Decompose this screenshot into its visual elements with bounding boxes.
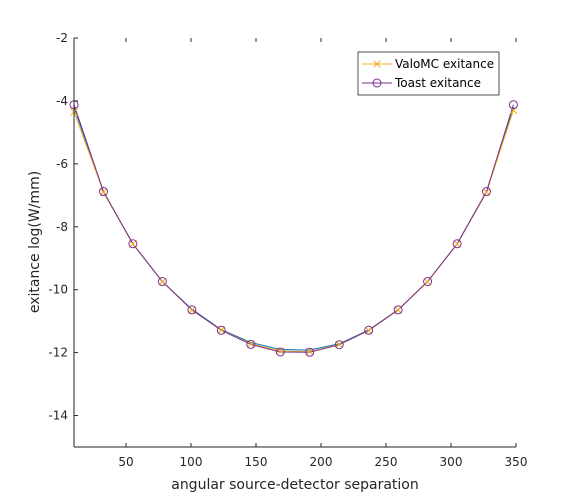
legend-label-toast: Toast exitance — [394, 76, 481, 90]
y-tick-label: -14 — [48, 409, 68, 423]
data-point-circle-marker — [452, 239, 462, 249]
x-tick-label: 50 — [118, 455, 133, 469]
x-tick-label: 300 — [440, 455, 463, 469]
y-tick-label: -6 — [56, 157, 68, 171]
data-point-x-marker — [394, 306, 402, 314]
data-point-circle-marker — [99, 187, 109, 197]
x-axis-label: angular source-detector separation — [171, 477, 419, 493]
data-point-circle-marker — [508, 100, 518, 110]
legend: ValoMC exitance Toast exitance — [357, 51, 500, 96]
x-tick-label: 200 — [310, 455, 333, 469]
data-point-x-marker — [423, 277, 432, 286]
y-tick-label: -12 — [48, 346, 68, 360]
legend-marker — [372, 78, 382, 88]
data-point-circle-marker — [216, 325, 226, 335]
data-point-circle-marker — [481, 187, 491, 197]
data-point-x-marker — [188, 306, 196, 314]
legend-marker-x-icon — [373, 60, 381, 68]
legend-marker — [373, 60, 381, 68]
x-tick-label: 150 — [245, 455, 268, 469]
x-tick-label: 100 — [180, 455, 203, 469]
series-lines — [73, 104, 514, 353]
x-axis-ticks: 50 100 150 200 250 300 350 — [118, 38, 527, 469]
plot-area — [74, 38, 516, 447]
legend-marker-circle-icon — [372, 78, 382, 88]
data-point-circle-marker — [246, 339, 256, 349]
y-axis-ticks: -14 -12 -10 -8 -6 -4 -2 — [48, 31, 78, 423]
x-tick-label: 350 — [505, 455, 528, 469]
legend-box — [357, 51, 500, 96]
y-tick-label: -8 — [56, 220, 68, 234]
data-point-circle-marker — [128, 239, 138, 249]
data-point-circle-marker — [187, 305, 197, 315]
data-point-circle-marker — [305, 347, 315, 357]
data-point-x-marker — [158, 277, 167, 286]
data-point-circle-marker — [393, 305, 403, 315]
data-point-x-marker — [129, 240, 137, 248]
y-axis-label: exitance log(W/mm) — [27, 171, 43, 313]
data-point-circle-marker — [334, 340, 344, 350]
series-line-1 — [73, 104, 514, 353]
y-tick-label: -2 — [56, 31, 68, 45]
data-point-circle-marker — [275, 347, 285, 357]
data-point-x-marker — [364, 326, 373, 335]
legend-label-valomc: ValoMC exitance — [395, 57, 494, 71]
data-point-circle-marker — [157, 277, 167, 287]
data-point-x-marker — [453, 240, 461, 248]
data-point-circle-marker — [364, 325, 374, 335]
data-point-circle-marker — [423, 277, 433, 287]
data-point-x-marker — [335, 340, 344, 349]
y-tick-label: -10 — [48, 283, 68, 297]
data-point-x-marker — [217, 326, 226, 334]
y-tick-label: -4 — [56, 94, 68, 108]
x-tick-label: 250 — [375, 455, 398, 469]
